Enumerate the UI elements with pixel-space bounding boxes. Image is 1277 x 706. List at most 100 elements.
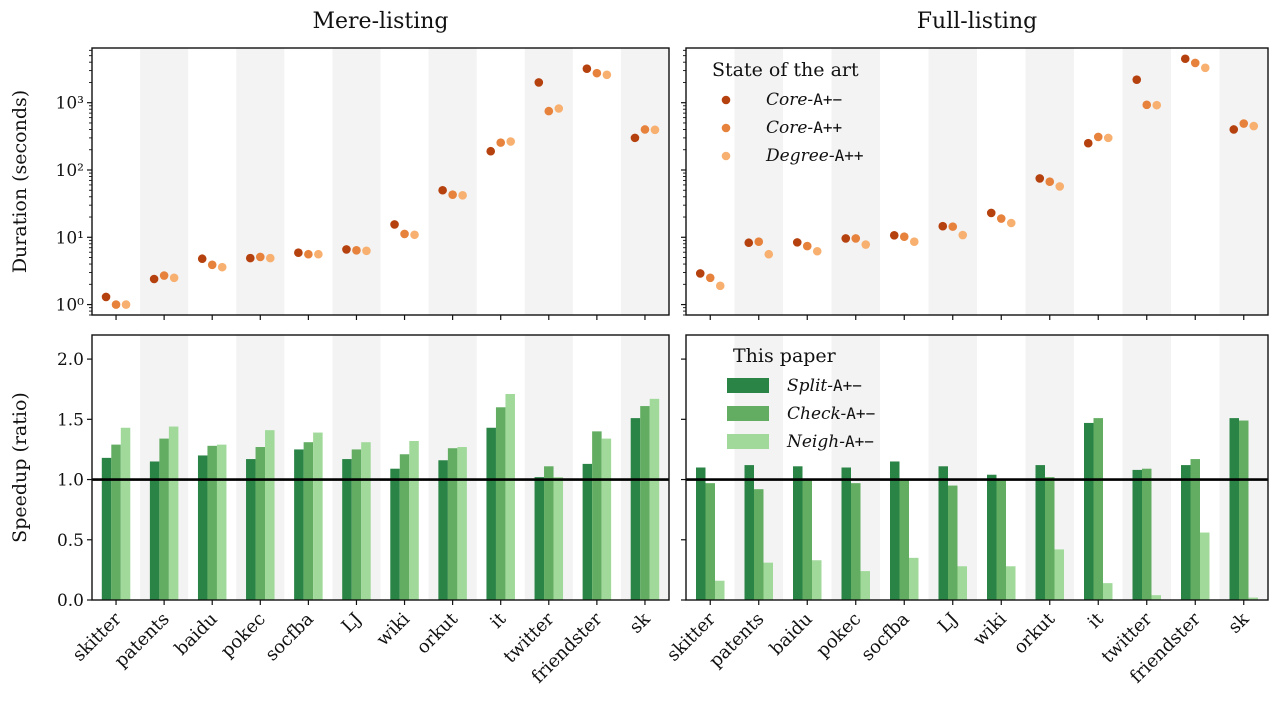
bar-neigh [361, 442, 371, 600]
panel-title-mere-listing: Mere-listing [312, 9, 448, 34]
legend-label: Check-A+− [787, 404, 875, 424]
scatter-point-core-pp [705, 273, 715, 283]
scatter-point-core-pp [496, 138, 506, 147]
bar-neigh [601, 438, 612, 600]
bar-neigh [1151, 595, 1161, 600]
background-band [831, 48, 880, 315]
scatter-point-degree-pp [121, 300, 131, 309]
x-tick-label: orkut [413, 608, 463, 658]
bar-check [1190, 459, 1200, 600]
scatter-point-degree-pp [410, 230, 419, 240]
bar-check [592, 431, 602, 600]
bar-check [1045, 477, 1055, 600]
axes-frame [685, 334, 1269, 601]
bar-check [851, 483, 861, 600]
legend-swatch [727, 406, 769, 421]
background-band [524, 48, 573, 315]
scatter-point-degree-pp [362, 246, 371, 256]
scatter-point-degree-pp [1249, 121, 1259, 131]
scatter-point-core-amp [438, 185, 447, 195]
background-band [620, 48, 669, 315]
bar-split [246, 459, 256, 600]
y-tick-label: 10⁰ [56, 296, 85, 316]
x-tick-label: orkut [1010, 608, 1060, 658]
legend-marker [721, 151, 731, 161]
scatter-point-degree-pp [764, 249, 774, 259]
scatter-point-core-amp [486, 146, 496, 156]
bar-split [582, 463, 593, 600]
bar-neigh [168, 426, 179, 600]
scatter-point-core-pp [802, 241, 812, 251]
bar-split [294, 449, 304, 600]
bar-neigh [216, 444, 227, 600]
legend-title: State of the art [712, 59, 859, 81]
scatter-point-degree-pp [265, 253, 275, 263]
scatter-point-core-amp [986, 208, 996, 218]
bar-split [486, 427, 496, 600]
bar-check [996, 479, 1006, 600]
scatter-point-degree-pp [314, 249, 323, 259]
bar-split [890, 461, 900, 600]
scatter-point-core-pp [304, 249, 313, 259]
bar-neigh [812, 560, 822, 600]
y-tick-label: 10¹ [56, 228, 84, 248]
background-band [928, 48, 977, 315]
scatter-point-degree-pp [650, 125, 660, 135]
scatter-point-core-amp [534, 78, 544, 87]
y-tick-label: 1.5 [57, 410, 84, 430]
scatter-point-core-amp [938, 221, 948, 231]
x-tick-label: baidu [171, 609, 222, 660]
scatter-point-core-pp [1239, 119, 1249, 128]
legend-swatch [727, 434, 769, 449]
bar-split [630, 418, 641, 600]
scatter-point-degree-pp [554, 104, 564, 113]
x-tick-label: sk [625, 608, 655, 638]
bar-neigh [505, 394, 515, 600]
bar-split [987, 474, 997, 600]
x-tick-label: LJ [934, 609, 962, 637]
panel-title-full-listing: Full-listing [917, 9, 1037, 34]
bar-neigh [1054, 549, 1064, 600]
bar-neigh [265, 430, 275, 600]
scatter-point-core-amp [1132, 75, 1142, 84]
scatter-point-degree-pp [602, 70, 612, 80]
scatter-point-core-pp [159, 271, 169, 280]
scatter-point-degree-pp [715, 281, 725, 291]
y-tick-label: 0.0 [57, 591, 84, 611]
scatter-point-core-pp [640, 125, 650, 134]
scatter-point-core-pp [899, 232, 909, 242]
bar-check [351, 449, 362, 600]
bar-split [1084, 422, 1094, 600]
bar-neigh [1006, 566, 1016, 600]
bar-check [1093, 418, 1103, 600]
scatter-point-core-pp [448, 190, 457, 199]
scatter-point-degree-pp [458, 191, 467, 200]
bar-split [1229, 418, 1239, 600]
background-band [236, 48, 285, 315]
bar-neigh [1103, 583, 1113, 600]
bar-split [1035, 465, 1045, 600]
scatter-point-degree-pp [861, 240, 871, 249]
scatter-point-core-amp [582, 64, 592, 74]
x-tick-label: socfba [857, 609, 914, 666]
scatter-point-core-amp [1035, 174, 1045, 183]
bar-neigh [957, 566, 967, 600]
legend-swatch [727, 378, 769, 393]
bar-neigh [409, 441, 419, 600]
scatter-point-degree-pp [1103, 133, 1113, 143]
scatter-point-core-pp [996, 214, 1006, 223]
bar-neigh [715, 580, 725, 600]
bar-neigh [553, 477, 564, 600]
scatter-point-core-pp [1142, 100, 1152, 110]
bar-check [255, 447, 266, 600]
bar-check [303, 442, 314, 600]
scatter-point-degree-pp [1152, 100, 1162, 110]
bar-split [197, 455, 208, 600]
background-band [1219, 48, 1268, 315]
x-tick-label: socfba [261, 609, 318, 666]
bar-neigh [860, 571, 870, 600]
scatter-point-core-pp [1093, 132, 1103, 142]
bar-split [101, 457, 112, 600]
x-tick-label: baidu [766, 609, 817, 660]
